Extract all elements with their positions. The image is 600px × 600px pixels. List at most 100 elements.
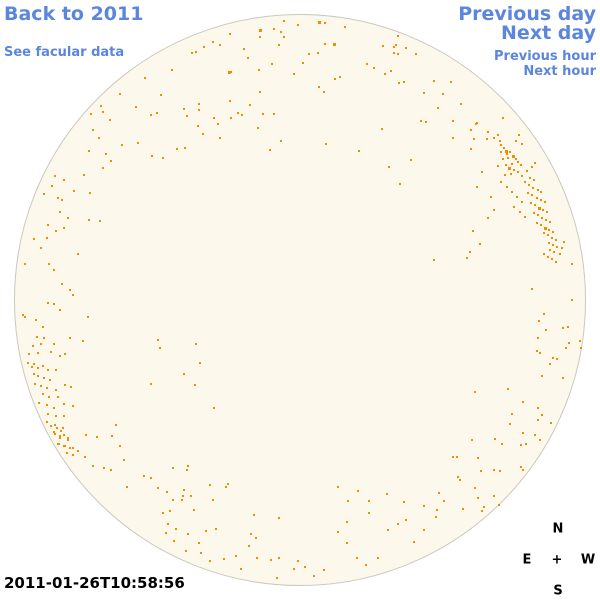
facular-point xyxy=(333,43,336,46)
facular-point xyxy=(551,237,553,239)
facular-point xyxy=(63,445,65,447)
facular-point xyxy=(54,424,56,426)
facular-point xyxy=(549,221,551,223)
facular-point xyxy=(200,552,202,554)
facular-point xyxy=(460,103,462,105)
facular-point xyxy=(509,151,511,153)
facular-point xyxy=(70,386,72,388)
see-facular-data-link[interactable]: See facular data xyxy=(4,45,125,60)
facular-point xyxy=(157,339,159,341)
facular-point xyxy=(229,100,231,102)
facular-point xyxy=(77,253,79,255)
facular-point xyxy=(469,251,471,253)
facular-point xyxy=(88,219,90,221)
facular-point xyxy=(452,137,454,139)
facular-point xyxy=(466,257,468,259)
facular-point xyxy=(205,530,207,532)
facular-point xyxy=(85,434,87,436)
facular-point xyxy=(493,137,495,139)
facular-point xyxy=(563,241,565,243)
facular-point xyxy=(34,383,36,385)
facular-point xyxy=(507,388,509,390)
solar-disk xyxy=(14,14,586,586)
facular-point xyxy=(530,202,532,204)
facular-point xyxy=(531,194,533,196)
facular-point xyxy=(48,263,50,265)
facular-point xyxy=(568,342,570,344)
facular-point xyxy=(548,242,550,244)
facular-point xyxy=(57,396,59,398)
facular-point xyxy=(24,263,26,265)
facular-point xyxy=(442,93,444,95)
facular-point xyxy=(405,47,407,49)
facular-point xyxy=(190,495,192,497)
facular-point xyxy=(144,77,146,79)
compass-west-label: W xyxy=(580,552,596,568)
facular-point xyxy=(497,134,499,136)
facular-point xyxy=(119,445,121,447)
facular-point xyxy=(105,153,107,155)
facular-point xyxy=(33,363,35,365)
facular-point xyxy=(63,227,65,229)
facular-point xyxy=(520,164,522,166)
facular-point xyxy=(500,181,502,183)
facular-point xyxy=(501,443,503,445)
facular-point xyxy=(243,48,245,50)
facular-point xyxy=(59,435,61,437)
facular-point xyxy=(512,155,515,158)
facular-point xyxy=(547,234,549,236)
facular-point xyxy=(50,425,52,427)
facular-point xyxy=(556,358,558,360)
facular-point xyxy=(53,343,55,345)
facular-point xyxy=(506,153,508,155)
facular-point xyxy=(536,197,538,199)
facular-point xyxy=(403,81,405,83)
facular-point xyxy=(324,22,326,24)
facular-point xyxy=(28,353,30,355)
facular-point xyxy=(490,196,492,198)
facular-point xyxy=(59,355,61,357)
facular-point xyxy=(258,69,260,71)
facular-point xyxy=(561,247,563,249)
facular-point xyxy=(182,495,184,497)
facular-point xyxy=(293,73,295,75)
facular-point xyxy=(73,190,75,192)
facular-point xyxy=(373,67,375,69)
facular-point xyxy=(59,437,61,439)
back-to-year-link[interactable]: Back to 2011 xyxy=(4,3,144,25)
facular-point xyxy=(543,313,545,315)
facular-point xyxy=(46,421,48,423)
facular-point xyxy=(302,62,304,64)
facular-point xyxy=(519,211,521,213)
facular-point xyxy=(46,404,48,406)
facular-point xyxy=(456,456,458,458)
facular-point xyxy=(55,230,57,232)
facular-point xyxy=(53,431,55,433)
facular-point xyxy=(173,540,175,542)
facular-point xyxy=(42,365,44,367)
facular-point xyxy=(313,575,315,577)
facular-point xyxy=(579,340,581,342)
facular-point xyxy=(304,566,306,568)
facular-point xyxy=(538,207,541,210)
facular-point xyxy=(126,486,128,488)
previous-day-link[interactable]: Previous day xyxy=(458,3,596,25)
facular-point xyxy=(67,217,69,219)
facular-point xyxy=(534,204,536,206)
facular-point xyxy=(84,456,86,458)
facular-point xyxy=(479,243,481,245)
facular-point xyxy=(90,113,92,115)
facular-point xyxy=(480,470,482,472)
facular-point xyxy=(473,138,475,140)
facular-point xyxy=(318,21,321,24)
facular-point xyxy=(487,217,489,219)
facular-point xyxy=(202,133,204,135)
facular-point xyxy=(540,199,542,201)
facular-point xyxy=(109,119,111,121)
facular-point xyxy=(297,24,299,26)
facular-point xyxy=(49,379,51,381)
facular-point xyxy=(230,117,232,119)
next-day-link[interactable]: Next day xyxy=(501,22,596,44)
previous-hour-link[interactable]: Previous hour xyxy=(494,49,596,64)
next-hour-link[interactable]: Next hour xyxy=(523,64,596,79)
